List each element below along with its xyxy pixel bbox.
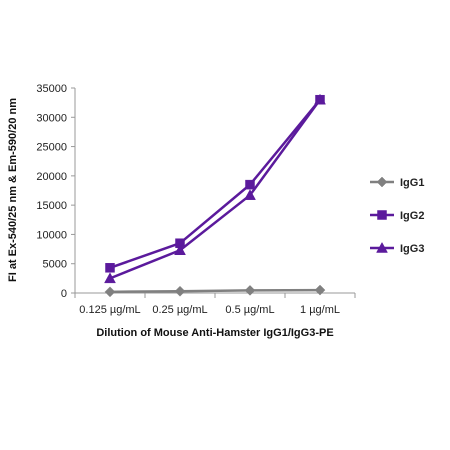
y-tick-label: 15000 bbox=[36, 200, 67, 212]
y-axis-title: FI at Ex-540/25 nm & Em-590/20 nm bbox=[7, 98, 19, 282]
legend-label: IgG1 bbox=[400, 177, 424, 189]
legend-label: IgG3 bbox=[400, 243, 424, 255]
legend-label: IgG2 bbox=[400, 210, 424, 222]
legend-item-igg2: IgG2 bbox=[370, 210, 424, 222]
series-igg1 bbox=[104, 284, 326, 298]
data-point-igg1 bbox=[104, 286, 116, 298]
y-tick-label: 20000 bbox=[36, 171, 67, 183]
data-point-igg1 bbox=[244, 285, 256, 296]
data-point-igg3 bbox=[314, 93, 326, 105]
series-igg3 bbox=[104, 93, 326, 284]
legend-marker bbox=[377, 210, 387, 220]
data-point-igg1 bbox=[174, 285, 186, 297]
y-axis-ticks: 0 5000 10000 15000 20000 25000 30000 35000 bbox=[36, 83, 75, 300]
legend-marker bbox=[376, 176, 388, 188]
y-tick-label: 5000 bbox=[43, 259, 67, 271]
y-tick-label: 10000 bbox=[36, 229, 67, 241]
x-tick-label: 1 µg/mL bbox=[300, 304, 340, 316]
data-point-igg3 bbox=[244, 189, 256, 200]
series-line-igg1 bbox=[109, 288, 321, 294]
series-group bbox=[104, 93, 326, 298]
y-tick-label: 30000 bbox=[36, 112, 67, 124]
y-tick-label: 35000 bbox=[36, 83, 67, 95]
series-line-igg2 bbox=[109, 98, 321, 269]
y-tick-label: 0 bbox=[61, 288, 67, 300]
legend-item-igg3: IgG3 bbox=[370, 241, 424, 255]
x-axis-ticks: 0.125 µg/mL 0.25 µg/mL 0.5 µg/mL 1 µg/mL bbox=[74, 293, 356, 316]
data-point-igg2 bbox=[245, 179, 255, 190]
x-tick-label: 0.25 µg/mL bbox=[152, 304, 207, 316]
series-igg2 bbox=[105, 94, 325, 273]
legend: IgG1 IgG2 IgG3 bbox=[370, 176, 424, 255]
y-tick-label: 25000 bbox=[36, 142, 67, 154]
x-axis-title: Dilution of Mouse Anti-Hamster IgG1/IgG3… bbox=[96, 327, 333, 339]
x-tick-label: 0.125 µg/mL bbox=[79, 304, 140, 316]
legend-item-igg1: IgG1 bbox=[370, 176, 424, 189]
axes bbox=[74, 88, 355, 294]
data-point-igg3 bbox=[104, 272, 116, 284]
series-line-igg3 bbox=[109, 98, 322, 280]
data-point-igg1 bbox=[314, 284, 326, 296]
data-point-igg2 bbox=[105, 263, 115, 273]
data-point-igg3 bbox=[174, 244, 186, 255]
x-tick-label: 0.5 µg/mL bbox=[225, 304, 274, 316]
legend-marker bbox=[376, 241, 388, 253]
